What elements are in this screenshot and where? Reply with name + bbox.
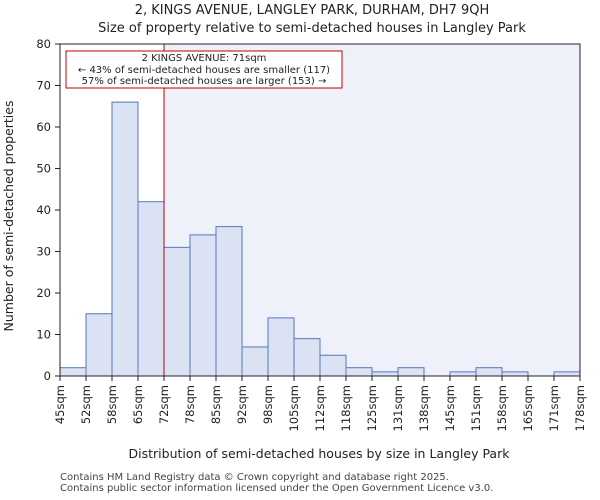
y-tick-label: 80 <box>36 37 51 51</box>
x-tick-label: 98sqm <box>261 385 275 424</box>
annotation-box <box>65 50 343 89</box>
histogram-bar <box>215 226 243 377</box>
histogram-bar <box>111 101 139 377</box>
y-tick-label: 0 <box>44 369 51 383</box>
y-tick-label: 40 <box>36 203 51 217</box>
footer-licence: Contains public sector information licen… <box>60 483 494 494</box>
histogram-bar <box>293 338 321 377</box>
x-tick-label: 145sqm <box>443 385 457 431</box>
x-tick-label: 138sqm <box>417 385 431 431</box>
y-tick-label: 60 <box>36 120 51 134</box>
x-tick-label: 65sqm <box>131 385 145 424</box>
histogram-bar <box>501 371 529 377</box>
x-tick-label: 171sqm <box>547 385 561 431</box>
x-tick-label: 72sqm <box>157 385 171 424</box>
histogram-bar <box>267 317 295 377</box>
histogram-bar <box>163 246 191 377</box>
histogram-bar <box>189 234 217 377</box>
x-tick-label: 58sqm <box>105 385 119 424</box>
x-tick-label: 165sqm <box>521 385 535 431</box>
x-tick-label: 178sqm <box>573 385 587 431</box>
x-axis-label: Distribution of semi-detached houses by … <box>129 446 511 461</box>
histogram-bar <box>475 367 503 377</box>
y-tick-label: 10 <box>36 328 51 342</box>
chart-subtitle: Size of property relative to semi-detach… <box>98 21 526 36</box>
histogram-bar <box>371 371 399 377</box>
x-tick-label: 78sqm <box>183 385 197 424</box>
histogram-bar <box>241 346 269 377</box>
histogram-bar <box>85 313 113 377</box>
histogram-bar <box>553 371 581 377</box>
annotation-line-2: ← 43% of semi-detached houses are smalle… <box>78 65 330 76</box>
x-tick-label: 85sqm <box>209 385 223 424</box>
x-tick-label: 45sqm <box>53 385 67 424</box>
x-tick-label: 131sqm <box>391 385 405 431</box>
chart-title: 2, KINGS AVENUE, LANGLEY PARK, DURHAM, D… <box>135 3 490 18</box>
x-tick-label: 52sqm <box>79 385 93 424</box>
x-tick-label: 92sqm <box>235 385 249 424</box>
x-tick-label: 112sqm <box>313 385 327 431</box>
histogram-bar <box>137 201 165 377</box>
x-tick-label: 151sqm <box>469 385 483 431</box>
y-axis-label: Number of semi-detached properties <box>1 101 16 332</box>
annotation-line-1: 2 KINGS AVENUE: 71sqm <box>142 53 267 64</box>
x-tick-label: 118sqm <box>339 385 353 431</box>
y-tick-label: 20 <box>36 286 51 300</box>
histogram-bar <box>59 367 87 377</box>
y-tick-label: 70 <box>36 79 51 93</box>
x-tick-label: 105sqm <box>287 385 301 431</box>
histogram-bar <box>319 354 347 377</box>
histogram-bar <box>397 367 425 377</box>
x-tick-label: 158sqm <box>495 385 509 431</box>
x-tick-label: 125sqm <box>365 385 379 431</box>
annotation-line-3: 57% of semi-detached houses are larger (… <box>82 76 327 87</box>
footer-copyright: Contains HM Land Registry data © Crown c… <box>60 472 449 483</box>
y-tick-label: 50 <box>36 162 51 176</box>
y-tick-label: 30 <box>36 245 51 259</box>
histogram-bar <box>345 367 373 377</box>
histogram-bar <box>449 371 477 377</box>
